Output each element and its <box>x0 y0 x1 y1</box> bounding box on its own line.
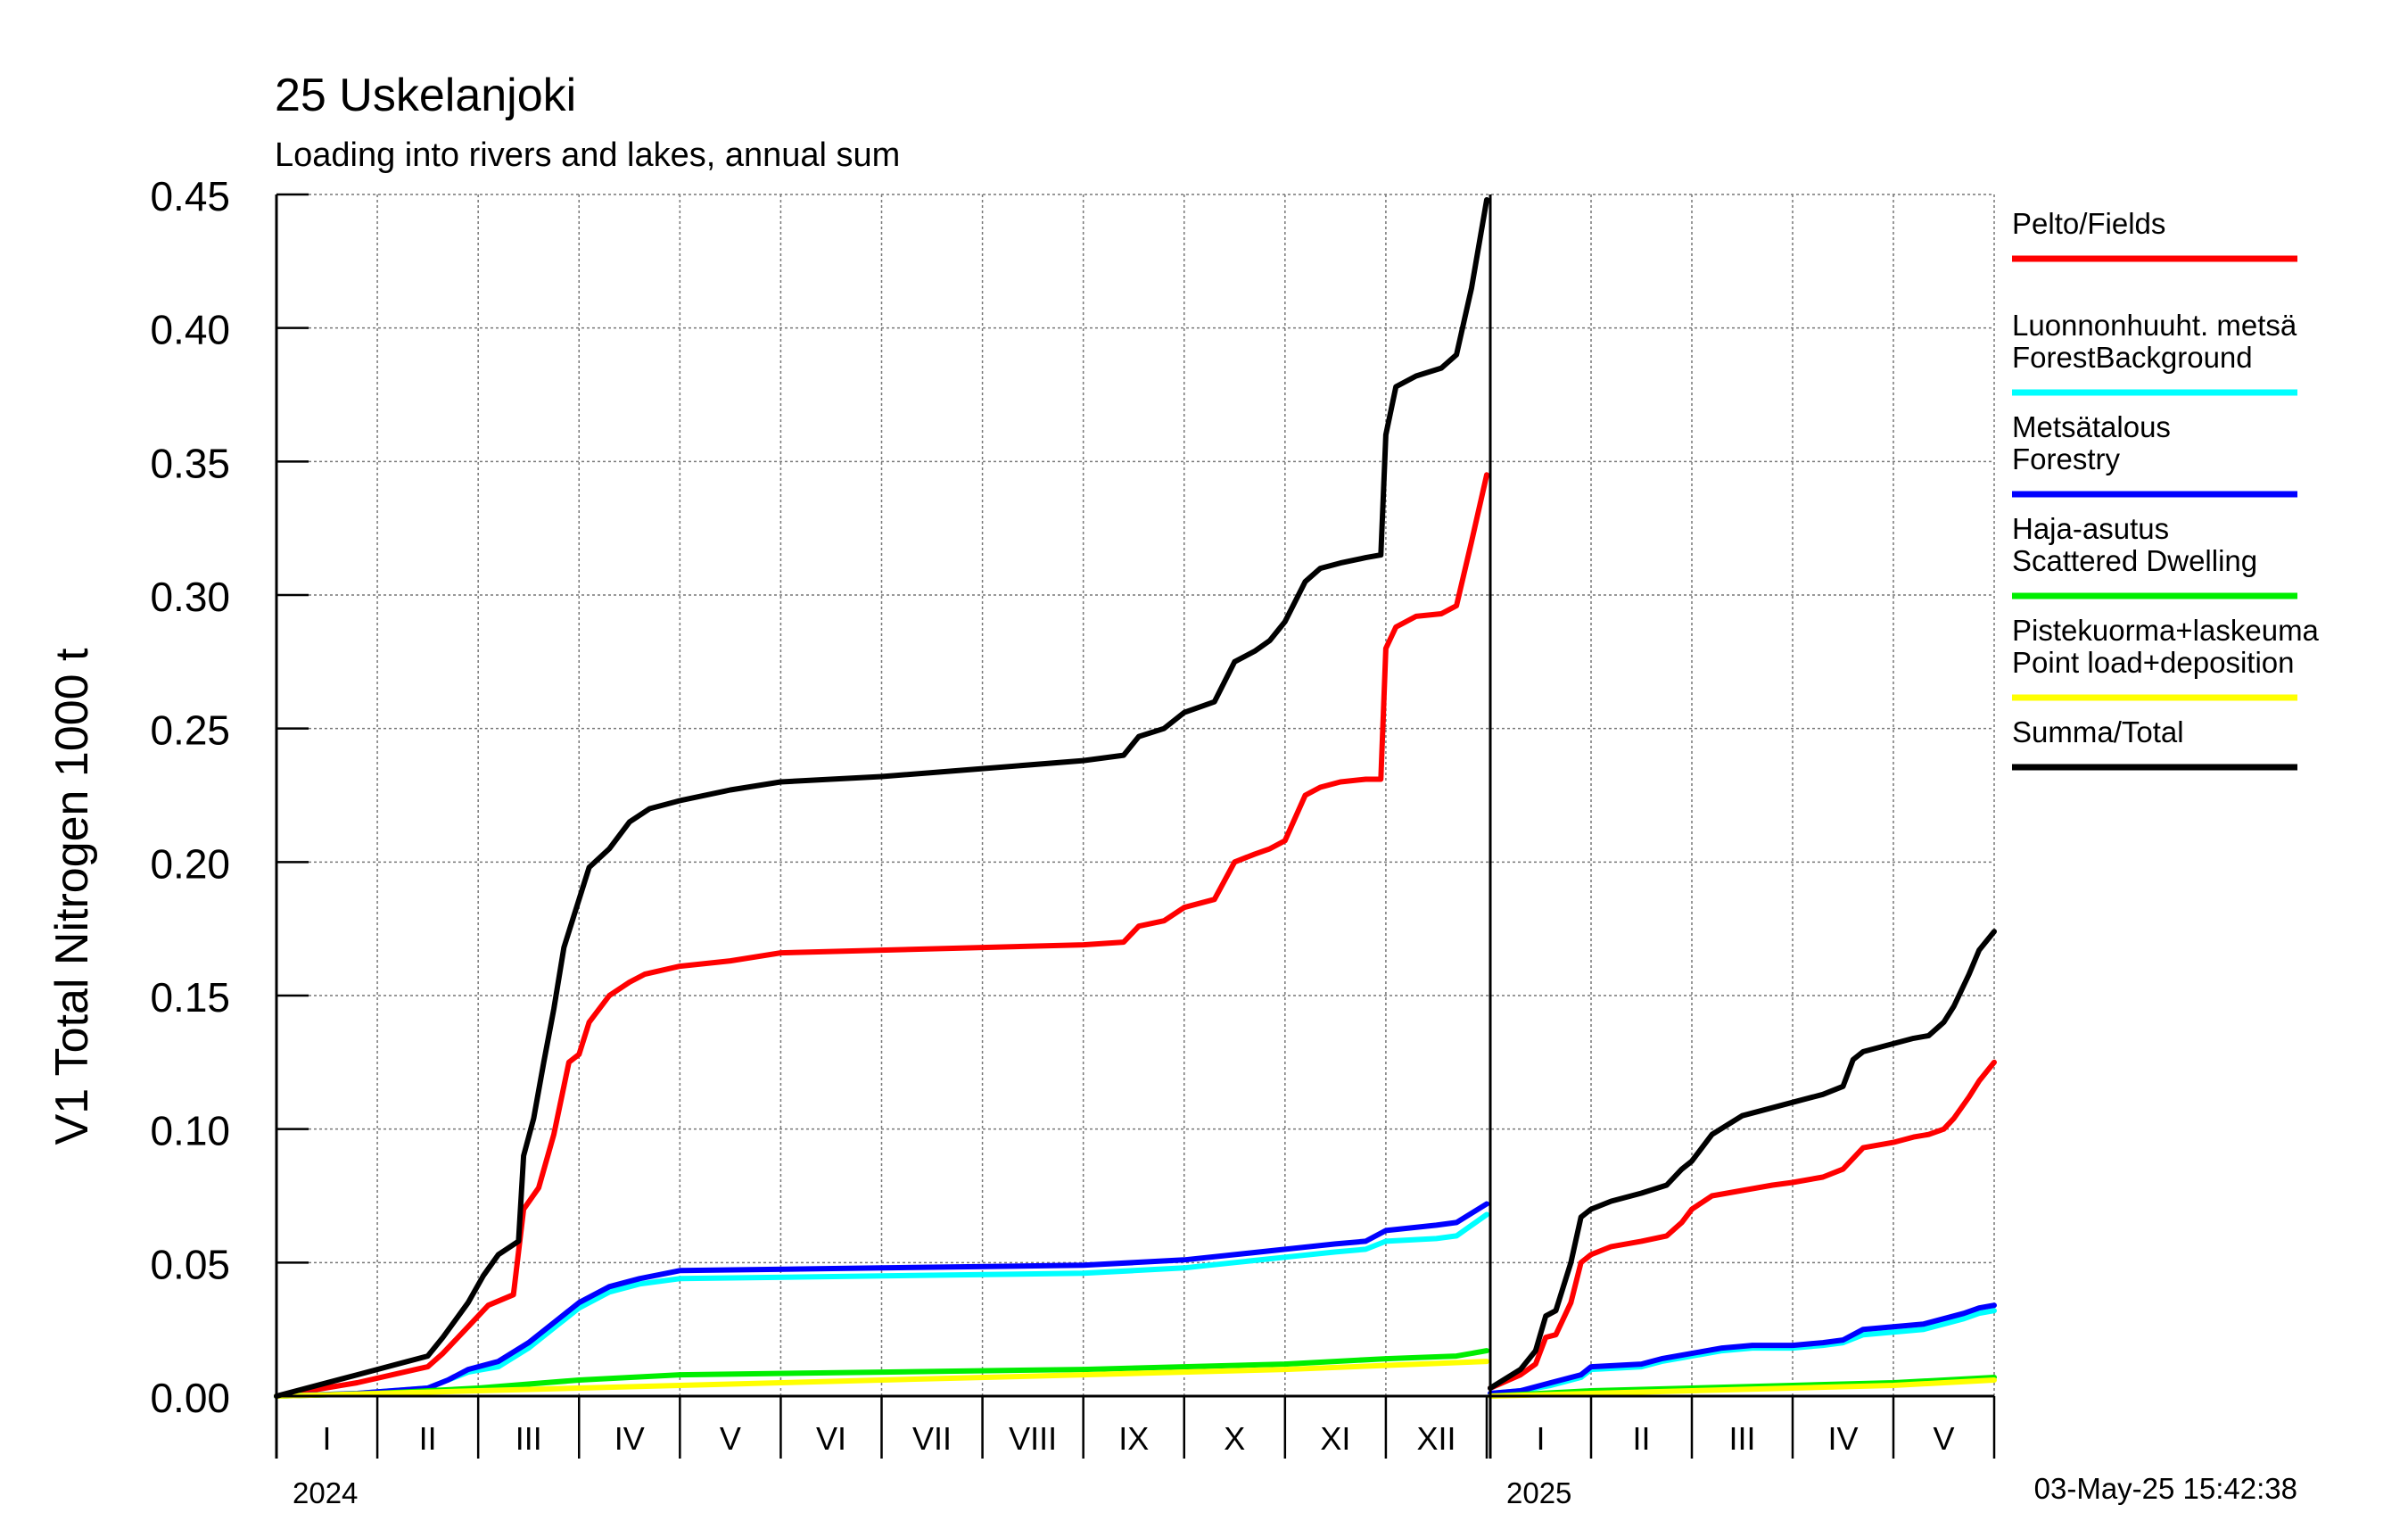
series-layer <box>274 197 1997 1399</box>
legend-label-line1: Pelto/Fields <box>2012 207 2165 240</box>
legend-label-line2: Forestry <box>2012 442 2121 475</box>
month-label: II <box>419 1420 437 1457</box>
legend-label-line2: Scattered Dwelling <box>2012 544 2257 577</box>
timestamp: 03-May-25 15:42:38 <box>2034 1472 2297 1505</box>
month-label: II <box>1632 1420 1650 1457</box>
chart-title: 25 Uskelanjoki <box>275 70 576 121</box>
legend: Pelto/Fields Luonnonhuuht. metsäForestBac… <box>2012 207 2320 771</box>
series-line-pelto-fields <box>1488 1059 1997 1391</box>
month-label: X <box>1224 1420 1245 1457</box>
legend-label-line2: ForestBackground <box>2012 341 2253 374</box>
month-label: XI <box>1320 1420 1350 1457</box>
legend-label-line1: Pistekuorma+laskeuma <box>2012 614 2320 647</box>
month-label: III <box>515 1420 542 1457</box>
series-line-summa-total <box>1488 929 1997 1391</box>
legend-label-line1: Summa/Total <box>2012 715 2184 748</box>
y-tick-label: 0.10 <box>150 1108 230 1154</box>
legend-label-line1: Metsätalous <box>2012 410 2171 443</box>
y-tick-label: 0.35 <box>150 440 230 486</box>
y-tick-label: 0.05 <box>150 1241 230 1287</box>
month-label: I <box>323 1420 332 1457</box>
month-label: I <box>1536 1420 1545 1457</box>
year-label: 2024 <box>293 1476 358 1509</box>
month-label: III <box>1728 1420 1755 1457</box>
y-tick-label: 0.20 <box>150 840 230 887</box>
grid-layer <box>276 194 1995 1397</box>
month-label: V <box>720 1420 741 1457</box>
y-tick-label: 0.00 <box>150 1375 230 1421</box>
month-label: IX <box>1118 1420 1149 1457</box>
y-tick-label: 0.40 <box>150 307 230 353</box>
legend-label-line1: Luonnonhuuht. metsä <box>2012 309 2297 342</box>
month-label: V <box>1933 1420 1954 1457</box>
series-line-pelto-fields <box>274 472 1489 1399</box>
month-label: VI <box>816 1420 846 1457</box>
y-tick-label: 0.45 <box>150 173 230 219</box>
axis-layer: 0.00 0.05 0.10 0.15 0.20 0.25 0.30 0.35 0.40 0.45… <box>150 173 1996 1509</box>
month-label: IV <box>614 1420 645 1457</box>
series-line-pistekuorma-laskeuma-point-load-deposition <box>1488 1377 1997 1399</box>
month-label: VII <box>912 1420 952 1457</box>
y-tick-label: 0.30 <box>150 574 230 620</box>
legend-label-line1: Haja-asutus <box>2012 512 2169 545</box>
y-tick-label: 0.15 <box>150 974 230 1021</box>
series-line-pistekuorma-laskeuma-point-load-deposition <box>274 1359 1489 1399</box>
month-label: VIII <box>1009 1420 1057 1457</box>
y-axis-label: V1 Total Nitrogen 1000 t <box>46 648 98 1145</box>
y-tick-label: 0.25 <box>150 707 230 754</box>
series-line-mets-talous-forestry <box>1488 1302 1997 1396</box>
month-label: IV <box>1827 1420 1858 1457</box>
month-label: XII <box>1416 1420 1456 1457</box>
series-line-mets-talous-forestry <box>274 1201 1489 1399</box>
legend-label-line2: Point load+deposition <box>2012 646 2295 679</box>
series-line-summa-total <box>274 197 1489 1399</box>
chart-subtitle: Loading into rivers and lakes, annual su… <box>275 136 900 174</box>
year-label: 2025 <box>1506 1476 1571 1509</box>
